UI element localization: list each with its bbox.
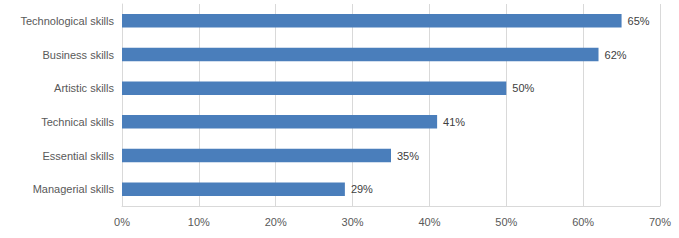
svg-text:65%: 65%	[628, 15, 650, 27]
svg-text:29%: 29%	[351, 183, 373, 195]
svg-text:20%: 20%	[265, 216, 287, 228]
svg-text:Managerial skills: Managerial skills	[33, 183, 115, 195]
svg-text:30%: 30%	[342, 216, 364, 228]
svg-text:0%: 0%	[114, 216, 130, 228]
svg-text:Essential skills: Essential skills	[42, 150, 114, 162]
svg-text:Artistic skills: Artistic skills	[54, 82, 114, 94]
svg-text:10%: 10%	[188, 216, 210, 228]
svg-text:70%: 70%	[649, 216, 671, 228]
svg-text:62%: 62%	[605, 49, 627, 61]
svg-text:Technological skills: Technological skills	[20, 15, 114, 27]
svg-text:Business skills: Business skills	[42, 49, 114, 61]
svg-text:41%: 41%	[443, 116, 465, 128]
svg-text:40%: 40%	[418, 216, 440, 228]
svg-text:Technical skills: Technical skills	[41, 116, 114, 128]
svg-text:50%: 50%	[495, 216, 517, 228]
svg-text:60%: 60%	[572, 216, 594, 228]
svg-text:35%: 35%	[397, 150, 419, 162]
svg-text:50%: 50%	[512, 82, 534, 94]
